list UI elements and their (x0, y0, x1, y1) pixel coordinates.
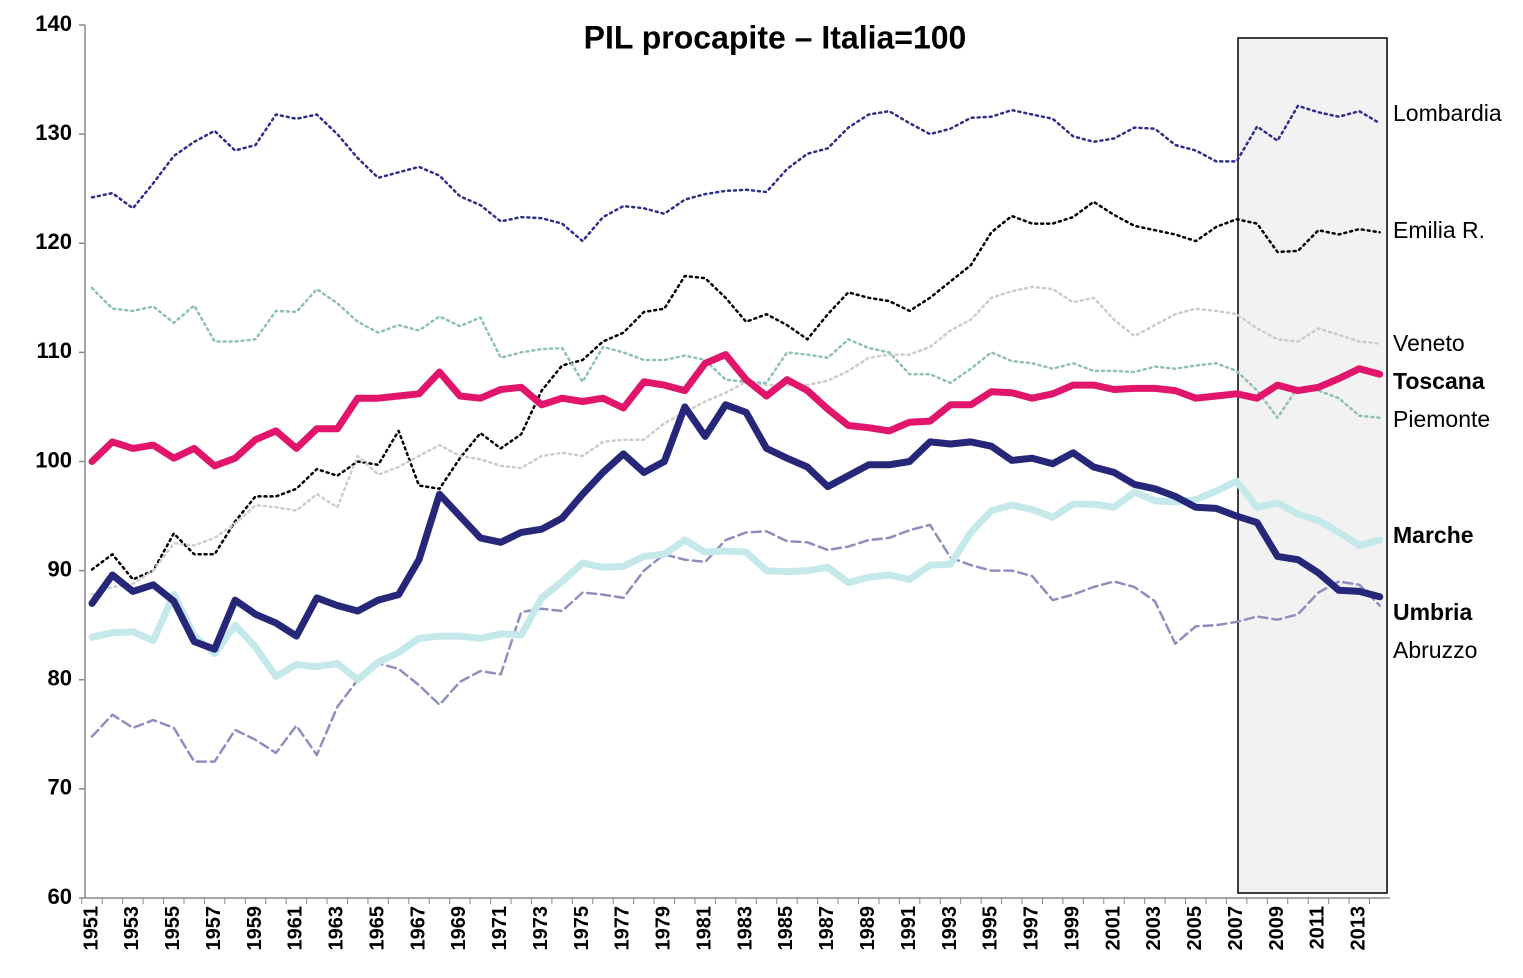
x-tick-label: 1953 (121, 906, 143, 951)
series-label: Abruzzo (1393, 637, 1477, 663)
series-label: Piemonte (1393, 406, 1490, 432)
y-tick-label: 80 (48, 666, 72, 691)
x-tick-label: 1979 (653, 906, 675, 951)
x-tick-label: 2011 (1307, 906, 1329, 949)
y-tick-label: 120 (35, 229, 72, 254)
series-label: Lombardia (1393, 100, 1502, 126)
x-tick-label: 2001 (1102, 906, 1124, 951)
x-tick-label: 2013 (1348, 906, 1370, 951)
highlight-box (1237, 37, 1388, 894)
x-tick-label: 2007 (1225, 906, 1247, 951)
x-tick-label: 1961 (285, 906, 307, 951)
x-tick-label: 1977 (612, 906, 634, 951)
x-tick-label: 1951 (80, 906, 102, 951)
series-line (88, 477, 1384, 684)
y-tick-label: 100 (35, 447, 72, 472)
x-tick-label: 2003 (1143, 906, 1165, 951)
y-tick-label: 90 (48, 556, 72, 581)
x-tick-label: 1991 (898, 906, 920, 951)
chart-title: PIL procapite – Italia=100 (584, 19, 967, 55)
x-tick-label: 1959 (244, 906, 266, 951)
series-label: Emilia R. (1393, 217, 1485, 243)
series-line (90, 286, 1381, 420)
x-tick-label: 1995 (980, 906, 1002, 951)
y-tick-label: 70 (48, 775, 72, 800)
x-tick-label: 1987 (816, 906, 838, 951)
x-tick-label: 1971 (489, 906, 511, 951)
x-tick-label: 2005 (1184, 906, 1206, 951)
series-label: Umbria (1393, 599, 1472, 625)
series-label: Marche (1393, 522, 1474, 548)
x-tick-label: 2009 (1266, 906, 1288, 951)
x-tick-label: 1989 (857, 906, 879, 951)
x-tick-label: 1973 (530, 906, 552, 951)
y-tick-label: 60 (48, 884, 72, 909)
x-tick-label: 1969 (448, 906, 470, 951)
y-tick-label: 130 (35, 120, 72, 145)
x-tick-label: 1963 (326, 906, 348, 951)
x-tick-label: 1957 (203, 906, 225, 951)
y-tick-label: 110 (37, 338, 73, 363)
x-tick-label: 1975 (571, 906, 593, 951)
series-line (90, 285, 1381, 596)
x-tick-label: 1981 (693, 906, 715, 951)
x-tick-label: 1997 (1021, 906, 1043, 951)
x-tick-label: 1993 (939, 906, 961, 951)
series-line (90, 104, 1381, 243)
series-line (90, 523, 1381, 763)
y-tick-label: 140 (35, 11, 72, 36)
x-tick-label: 1999 (1061, 906, 1083, 951)
series-label: Veneto (1393, 330, 1465, 356)
series-label: Toscana (1393, 368, 1485, 394)
series-line (88, 401, 1384, 653)
x-tick-label: 1985 (775, 906, 797, 951)
x-tick-label: 1955 (162, 906, 184, 951)
series-line (88, 351, 1384, 470)
x-tick-label: 1967 (407, 906, 429, 951)
series-line (90, 200, 1381, 581)
x-tick-label: 1983 (734, 906, 756, 951)
x-tick-label: 1965 (366, 906, 388, 951)
